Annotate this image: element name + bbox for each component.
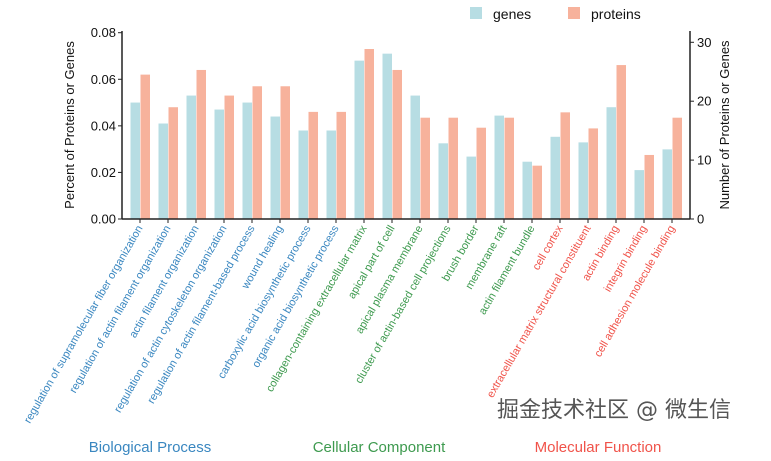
bar-genes [382,53,392,219]
bar-proteins [420,117,430,219]
y-tick-label-left: 0.06 [91,72,116,87]
bar-proteins [364,49,374,219]
bar-proteins [224,95,234,219]
bar-proteins [588,128,598,219]
bar-genes [606,107,616,219]
bar-proteins [336,111,346,219]
bar-proteins [560,112,570,219]
bar-genes [270,116,280,219]
y-tick-label-right: 20 [697,94,711,109]
bar-proteins [476,127,486,219]
watermark: 掘金技术社区 @ 微生信 [497,398,731,423]
bar-genes [242,102,252,219]
bar-genes [326,130,336,219]
bar-genes [186,95,196,219]
y-axis-title-right: Number of Proteins or Genes [717,40,732,210]
bar-genes [410,95,420,219]
legend-label-genes: genes [493,6,531,22]
bar-genes [550,136,560,219]
bar-proteins [448,117,458,219]
bar-proteins [504,117,514,219]
bar-proteins [168,107,178,219]
bar-genes [662,149,672,219]
bar-proteins [392,69,402,220]
bar-genes [298,130,308,219]
legend-swatch-proteins [568,7,580,19]
bar-genes [438,143,448,219]
bar-genes [158,123,168,219]
bar-genes [522,161,532,219]
y-tick-label-right: 0 [697,212,704,227]
bar-genes [466,156,476,219]
bar-proteins [252,86,262,219]
y-tick-label-left: 0.04 [91,118,116,133]
bar-genes [634,170,644,219]
group-label: Molecular Function [535,439,662,456]
bar-genes [130,102,140,219]
group-label: Cellular Component [313,439,446,456]
bar-proteins [308,111,318,219]
bar-proteins [644,154,654,219]
bar-genes [354,60,364,219]
legend-swatch-genes [470,7,482,19]
y-tick-label-left: 0.02 [91,165,116,180]
x-tick-label: regulation of actin filament-based proce… [145,223,257,406]
bar-proteins [672,117,682,219]
legend-label-proteins: proteins [591,6,641,22]
y-axis-title-left: Percent of Proteins or Genes [62,41,77,209]
bar-genes [578,142,588,219]
y-tick-label-right: 30 [697,35,711,50]
bar-proteins [532,165,542,219]
y-tick-label-right: 10 [697,153,711,168]
y-tick-label-left: 0.08 [91,25,116,40]
bar-proteins [140,74,150,220]
bar-proteins [196,69,206,220]
bar-genes [214,109,224,219]
bar-proteins [280,86,290,219]
y-tick-label-left: 0.00 [91,212,116,227]
bar-proteins [616,65,626,219]
group-label: Biological Process [89,439,212,456]
bar-genes [494,115,504,219]
